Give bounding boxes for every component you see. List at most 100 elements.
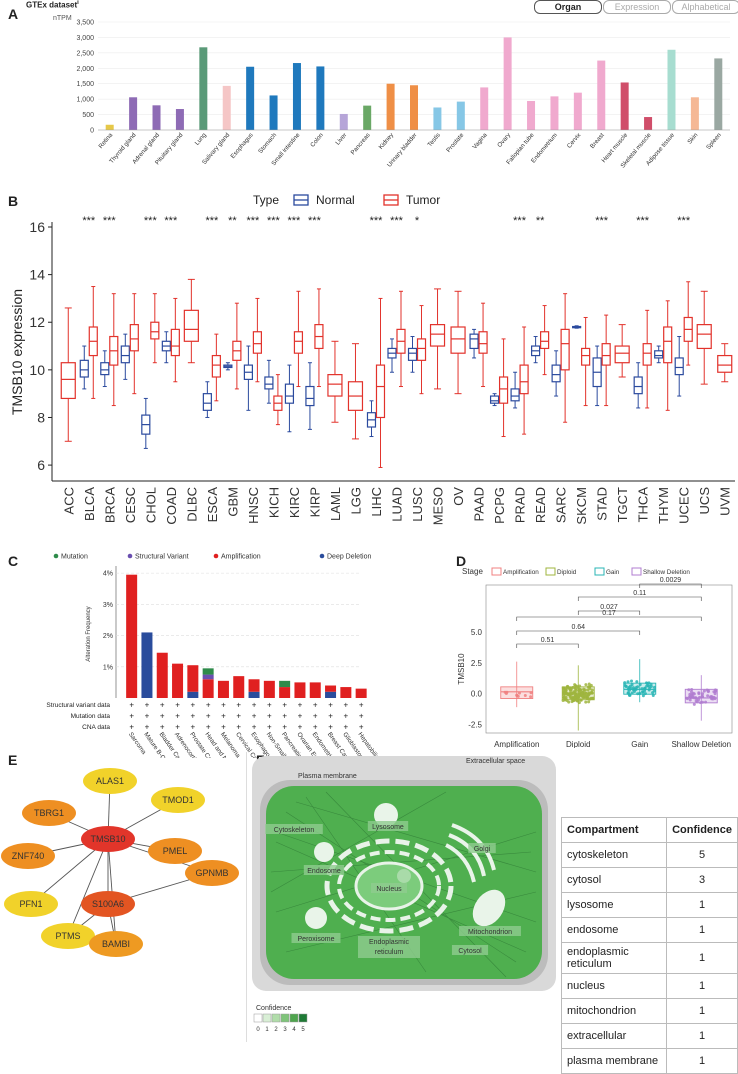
significance-LUSC: * [415, 215, 420, 227]
confidence-tick: 2 [274, 1027, 278, 1033]
svg-text:reticulum: reticulum [375, 949, 404, 956]
cell-diagram: Plasma membrane Extracellular space Lysoso… [252, 756, 556, 1033]
bar-liver [339, 113, 348, 130]
bar-stomach [269, 95, 278, 130]
bar-amplification [279, 687, 291, 698]
y-axis-title: TMSB10 [457, 653, 466, 685]
box-tumor-READ [540, 305, 550, 376]
p-value: 0.64 [571, 624, 585, 631]
comparison-bracket [516, 630, 641, 635]
legend-tumor-label: Tumor [406, 193, 440, 207]
node-label: PTMS [55, 931, 80, 941]
bar-skeletal-muscle [644, 117, 653, 130]
tab-alphabetical[interactable]: Alphabetical [672, 0, 738, 14]
legend-label: Deep Deletion [327, 554, 371, 561]
node-tmod1: TMOD1 [151, 787, 205, 813]
legend-label: Gain [606, 569, 620, 576]
data-marker: + [175, 712, 180, 721]
svg-text:Nucleus: Nucleus [376, 886, 402, 893]
data-marker: + [236, 701, 241, 710]
bar-mutation [202, 668, 214, 675]
unit-label: nTPM [53, 15, 72, 22]
data-marker: + [206, 723, 211, 732]
box-normal-KIRP [305, 362, 315, 430]
bar-amplification [172, 663, 184, 698]
compartment-table: Compartment Confidence cytoskeleton 5 cyto… [560, 817, 738, 1074]
node-label: TBRG1 [34, 808, 64, 818]
x-tick-label: BLCA [82, 487, 97, 521]
x-tick-label: LAML [328, 487, 343, 521]
data-marker: + [129, 701, 134, 710]
box-normal-SARC [551, 350, 561, 397]
panel-e-label: E [8, 752, 18, 768]
svg-text:Lysosome: Lysosome [372, 824, 404, 831]
data-marker: + [282, 723, 287, 732]
x-tick-label: BRCA [102, 487, 117, 523]
compartment-cell: endoplasmic reticulum [560, 942, 668, 974]
data-marker: + [252, 712, 257, 721]
ppi-network: TMSB10 S100A6 TBRG1 ALAS1 TMOD1 ZNF740 PMEL GPN… [1, 768, 239, 957]
bar-amplification [248, 679, 260, 692]
box-tumor-PCPG [498, 338, 509, 438]
box-tumor-LUSC [416, 305, 427, 395]
box-normal-CHOL [141, 397, 151, 449]
y-tick-label: 2,000 [76, 66, 94, 73]
data-marker: + [328, 712, 333, 721]
bar-amplification [156, 652, 168, 698]
comparison-bracket [577, 610, 641, 615]
significance-READ: ** [536, 215, 545, 227]
box-tumor-CHOL [150, 293, 160, 364]
data-marker: + [206, 712, 211, 721]
bar-esophagus [246, 66, 255, 130]
bar-lung [199, 47, 208, 130]
tumor-normal-boxplot: Type Normal Tumor 6 8 10 12 14 16 TMSB10 expressi… [9, 193, 735, 525]
confidence-cell: 1 [666, 942, 738, 974]
label-golgi: Golgi [468, 843, 496, 853]
data-marker: + [298, 701, 303, 710]
significance-KIRP: *** [308, 215, 322, 227]
bar-deep-deletion [248, 691, 260, 698]
endosome-shape [314, 842, 334, 862]
bar-amplification [233, 676, 245, 698]
y-tick-label: 14 [29, 267, 45, 283]
data-marker: + [252, 723, 257, 732]
p-value: 0.11 [633, 590, 646, 597]
data-marker: + [221, 701, 226, 710]
table-row: endoplasmic reticulum 1 [560, 942, 738, 974]
x-tick-label: LUSC [410, 487, 425, 522]
data-marker: + [328, 723, 333, 732]
box-tumor-LGG [347, 343, 364, 440]
box-normal-STAD [592, 345, 602, 407]
label-lysosome: Lysosome [367, 821, 409, 831]
bar-adipose-tissue [667, 49, 676, 131]
legend-label: Amplification [221, 554, 261, 561]
svg-text:Cytoskeleton: Cytoskeleton [274, 827, 315, 834]
bar-fallopian-tube [527, 100, 536, 130]
box-tumor-SARC [560, 293, 570, 423]
box-tumor-KIRP [314, 288, 324, 388]
tab-expression[interactable]: Expression [603, 0, 671, 14]
data-marker: + [191, 712, 196, 721]
node-label: ALAS1 [96, 776, 124, 786]
box-normal-ESCA [202, 381, 212, 418]
table-row: plasma membrane 1 [560, 1048, 738, 1074]
box-tumor-ACC [60, 307, 76, 442]
confidence-cell: 1 [666, 892, 738, 918]
x-tick-label: Shallow Deletion [671, 740, 731, 748]
node-tbrg1: TBRG1 [22, 800, 76, 826]
legend-label: Shallow Deletion [643, 569, 690, 576]
x-tick-label: GBM [225, 487, 240, 517]
box-tumor-BLCA [88, 286, 98, 399]
significance-COAD: *** [164, 215, 178, 227]
box-tumor-LIHC [375, 297, 386, 468]
box-tumor-SKCM [581, 316, 591, 407]
box-normal-UCEC [674, 336, 684, 397]
significance-BRCA: *** [103, 215, 117, 227]
x-tick-label: Vagina [471, 131, 489, 150]
node-label: PFN1 [19, 899, 42, 909]
tab-organ[interactable]: Organ [534, 0, 602, 14]
x-tick-label: Prostate [445, 131, 466, 154]
x-tick-label: SKCM [574, 487, 589, 525]
data-marker: + [191, 701, 196, 710]
y-tick-label: 2,500 [76, 50, 94, 57]
